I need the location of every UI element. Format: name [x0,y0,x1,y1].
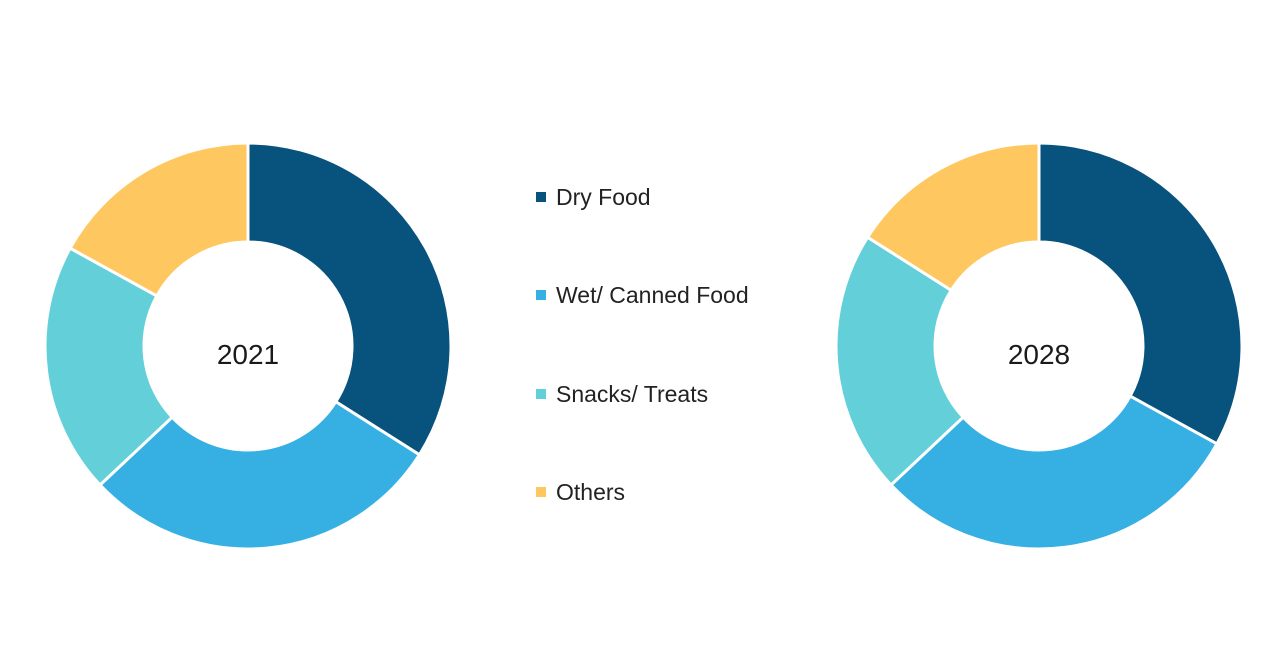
legend-label-snacks-treats: Snacks/ Treats [556,381,708,407]
legend-swatch-snacks-treats [536,389,546,399]
donut-slice-2028-snacks-treats [834,235,966,488]
donut-slice-2021-snacks-treats [43,246,175,488]
legend-swatch-dry-food [536,192,546,202]
donut-slice-2028-others [865,141,1041,293]
legend-label-dry-food: Dry Food [556,184,651,210]
donut-slice-2028-wet-canned-food [888,394,1219,551]
donut-slice-2021-wet-canned-food [97,399,422,551]
legend-swatch-wet-canned-food [536,290,546,300]
donut-slice-2028-dry-food [1037,141,1244,446]
center-label-2028: 2028 [1008,339,1070,370]
legend-swatch-others [536,487,546,497]
donut-2028 [834,141,1244,551]
donut-slice-2021-dry-food [246,141,453,457]
legend-label-wet-canned-food: Wet/ Canned Food [556,282,749,308]
donut-2021 [43,141,453,551]
legend-label-others: Others [556,479,625,505]
legend: Dry Food Wet/ Canned Food Snacks/ Treats… [536,184,749,505]
donut-slice-2021-others [68,141,250,298]
center-label-2021: 2021 [217,339,279,370]
